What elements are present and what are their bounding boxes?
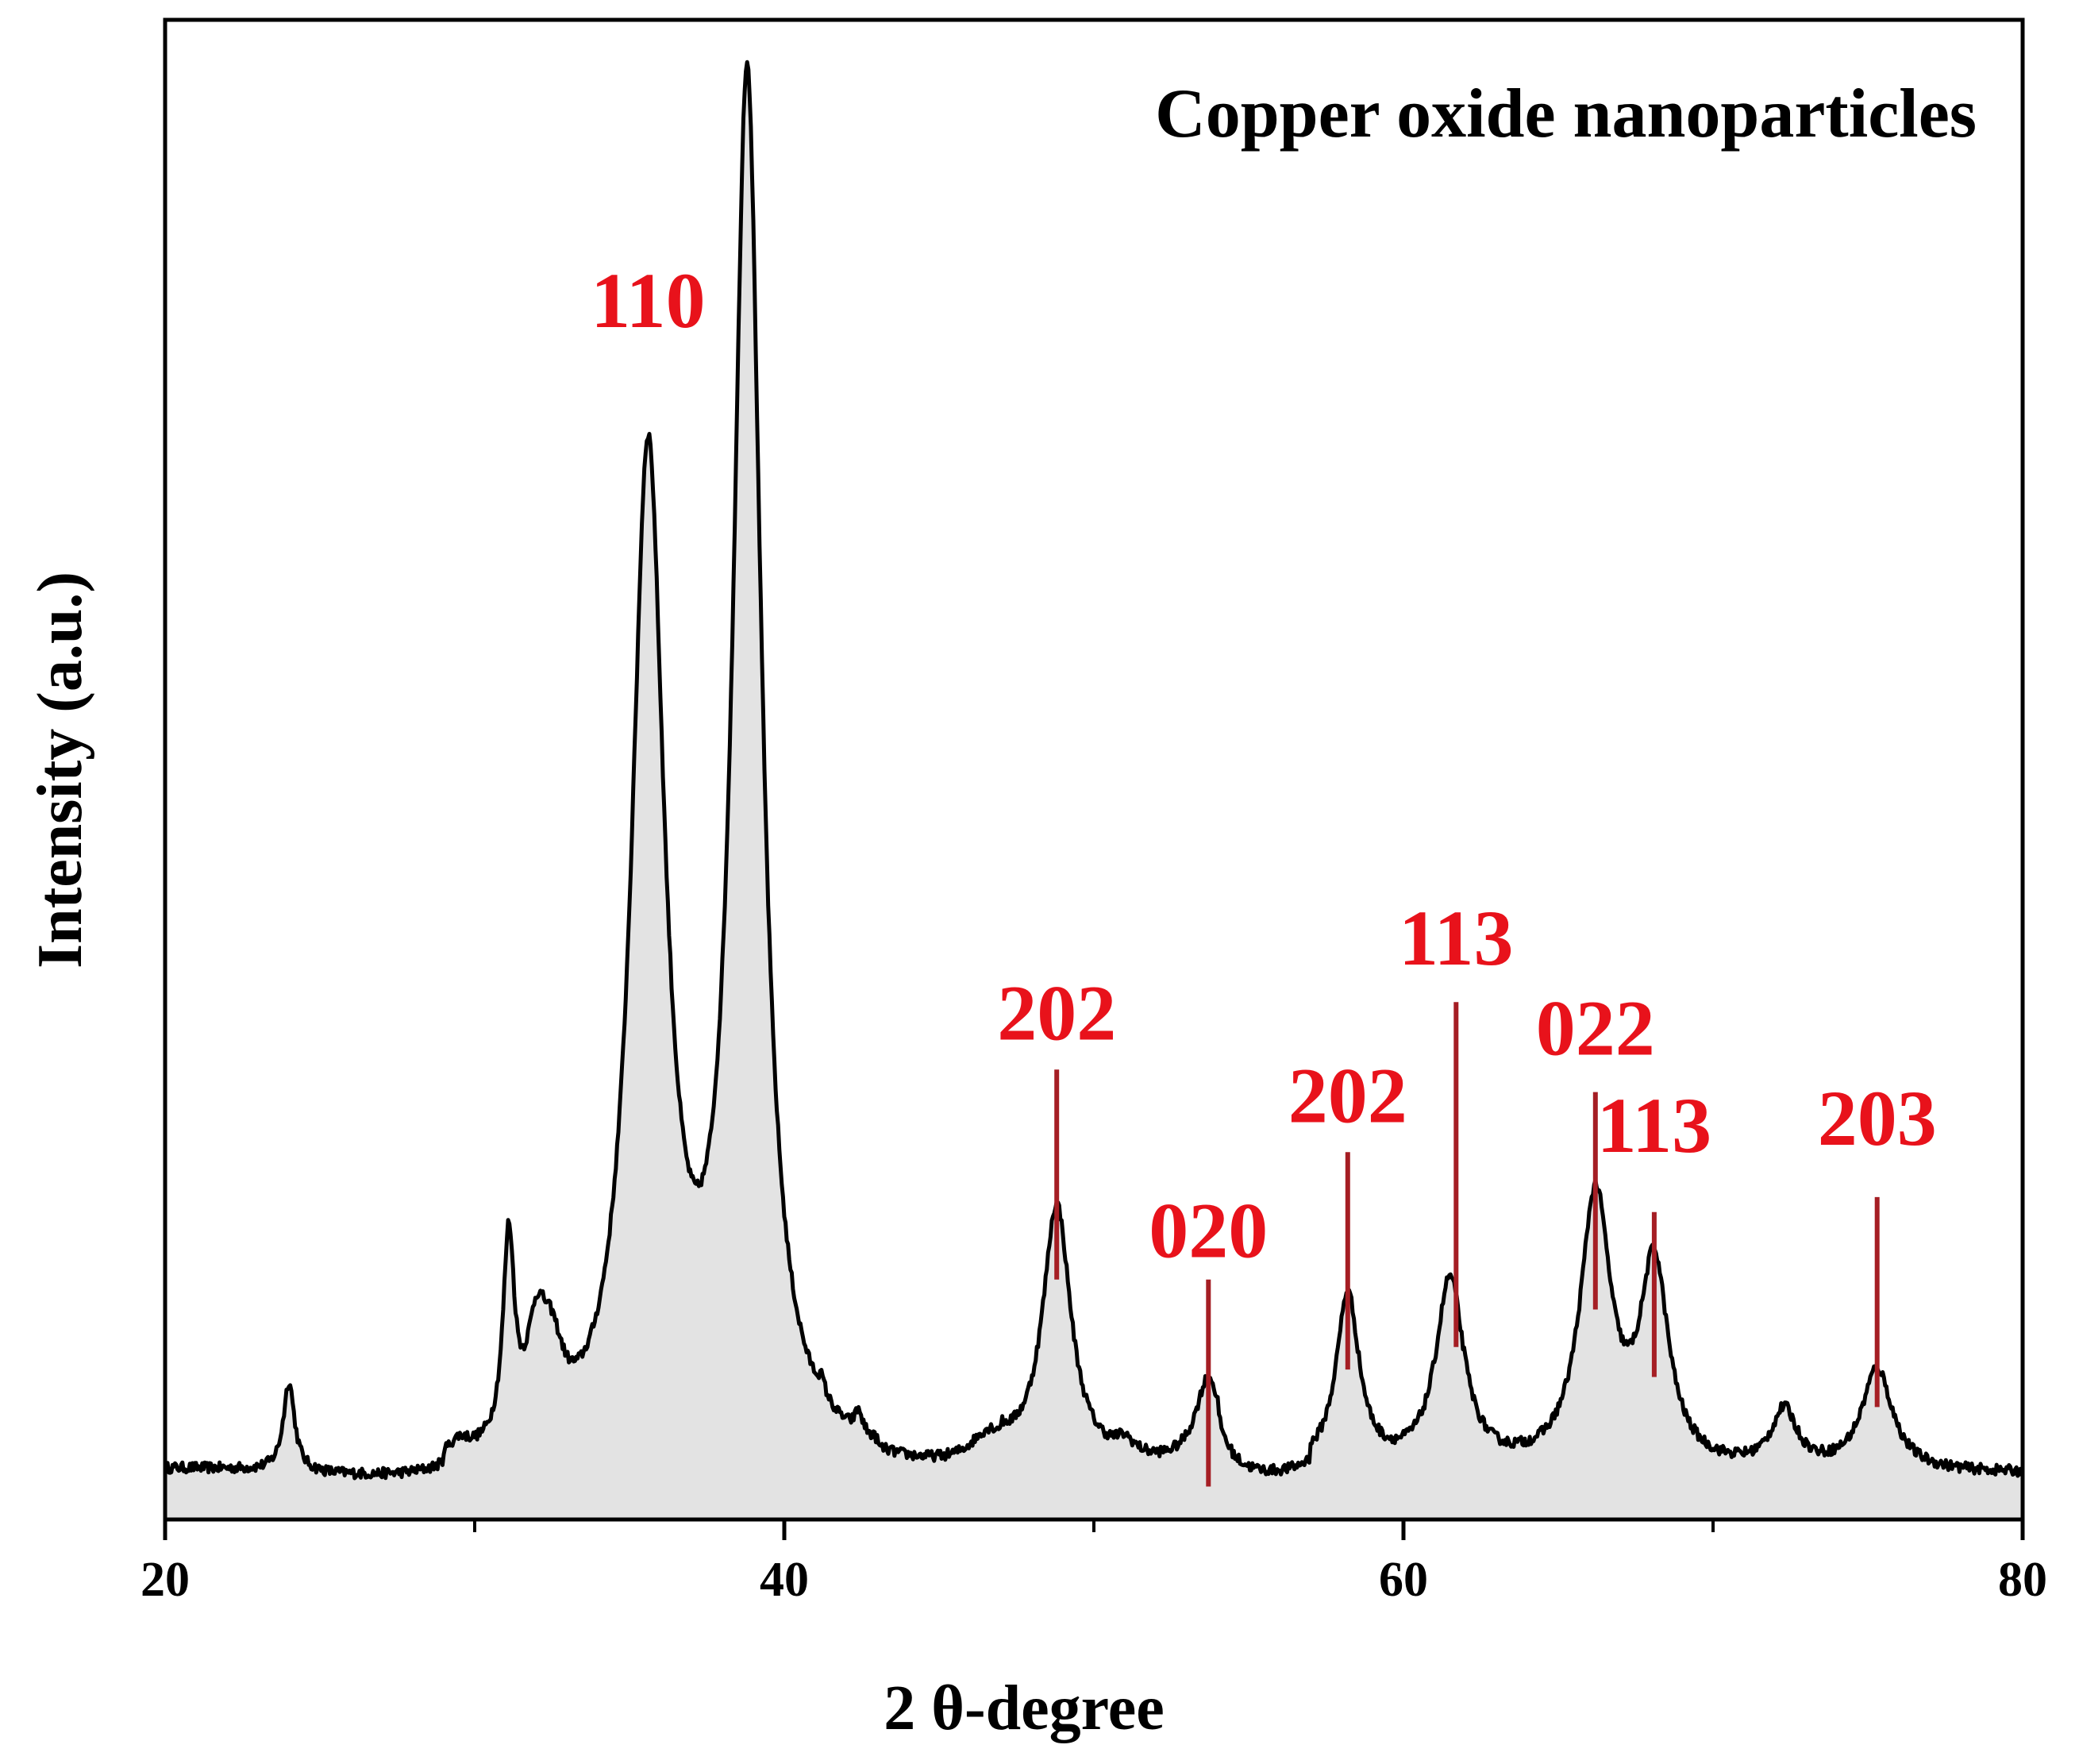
chart-title: Copper oxide nanoparticles <box>1155 75 1977 152</box>
x-axis-ticks <box>163 1519 2025 1540</box>
x-tick-label: 20 <box>141 1553 190 1607</box>
x-tick-label: 80 <box>1998 1553 2047 1607</box>
plot-frame <box>163 17 2025 1522</box>
peak-label: 022 <box>1536 984 1655 1072</box>
peak-label: 110 <box>591 256 705 345</box>
curve-fill-area <box>165 62 2023 1520</box>
x-tick-label: 40 <box>760 1553 809 1607</box>
peak-label: 020 <box>1149 1186 1268 1274</box>
peak-label: 202 <box>1288 1051 1407 1139</box>
x-axis-title: 2 θ-degree <box>884 1673 1164 1743</box>
peak-label: 203 <box>1818 1074 1937 1162</box>
intensity-curve <box>163 60 2025 1481</box>
x-axis-tick-labels: 20 40 60 80 <box>141 1553 2047 1607</box>
peak-label: 113 <box>1399 894 1513 982</box>
peak-label: 202 <box>997 969 1116 1057</box>
peak-labels: 110111202020202113022113203 <box>591 256 1937 1274</box>
x-tick-label: 60 <box>1379 1553 1428 1607</box>
peak-label: 113 <box>1597 1081 1711 1169</box>
peak-markers <box>1054 1002 1880 1487</box>
plot-area <box>163 60 2025 1520</box>
y-axis-title: Intensity (a.u.) <box>25 572 95 969</box>
